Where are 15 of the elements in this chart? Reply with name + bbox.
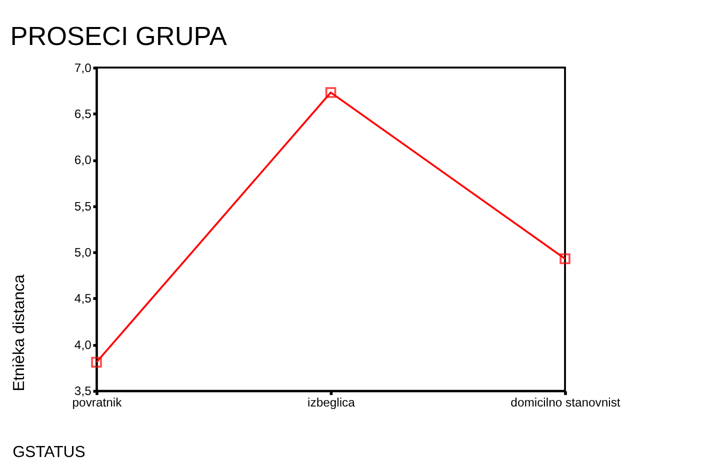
- y-tick-label: 5,5: [74, 199, 92, 214]
- y-axis-title: Etnièka distanca: [10, 274, 28, 392]
- x-tick-label: izbeglica: [308, 395, 356, 410]
- y-tick-label: 6,5: [74, 106, 92, 121]
- point: [325, 87, 336, 98]
- point: [91, 356, 102, 368]
- y-tick-label: 6,0: [74, 153, 92, 168]
- y-tick-label: 7,0: [74, 60, 92, 75]
- y-tick-label: 5,0: [74, 246, 92, 260]
- y-tick-label: 4,5: [74, 292, 92, 306]
- chart-title: PROSECI GRUPA: [10, 21, 228, 52]
- y-tick-label: 4,0: [74, 338, 92, 352]
- point: [560, 253, 570, 264]
- x-tick-label: domicilno stanovnist: [510, 395, 621, 410]
- x-axis-title: GSTATUS: [12, 444, 86, 461]
